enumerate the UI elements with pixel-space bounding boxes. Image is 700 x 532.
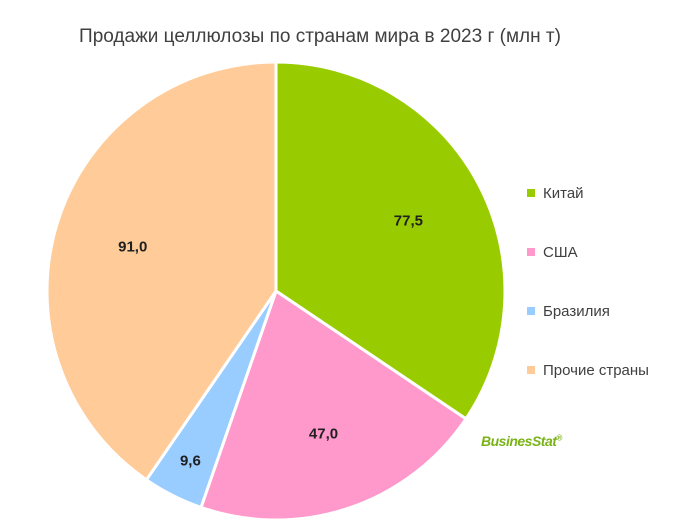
legend-item-usa: США	[527, 242, 649, 262]
legend: Китай США Бразилия Прочие страны	[527, 183, 649, 419]
legend-item-brazil: Бразилия	[527, 301, 649, 321]
legend-label-brazil: Бразилия	[543, 302, 610, 320]
legend-label-usa: США	[543, 243, 578, 261]
pie-data-labels: 77,5 47,0 9,6 91,0	[118, 213, 423, 470]
legend-swatch-brazil	[527, 307, 535, 315]
legend-label-other: Прочие страны	[543, 361, 649, 379]
pie-slices	[45, 60, 507, 522]
chart-title: Продажи целлюлозы по странам мира в 2023…	[79, 26, 561, 47]
legend-swatch-china	[527, 189, 535, 197]
data-label-china: 77,5	[394, 213, 423, 230]
legend-item-china: Китай	[527, 183, 649, 203]
pie-slice-usa	[199, 289, 468, 522]
legend-swatch-other	[527, 366, 535, 374]
data-label-other: 91,0	[118, 239, 147, 256]
businesstat-logo: BusinesStat®	[481, 433, 562, 449]
data-label-usa: 47,0	[309, 425, 338, 442]
pie-slice-china	[274, 60, 507, 421]
pie-slice-other	[45, 60, 278, 482]
legend-item-other: Прочие страны	[527, 360, 649, 380]
legend-label-china: Китай	[543, 184, 584, 202]
legend-swatch-usa	[527, 248, 535, 256]
data-label-brazil: 9,6	[180, 453, 201, 470]
